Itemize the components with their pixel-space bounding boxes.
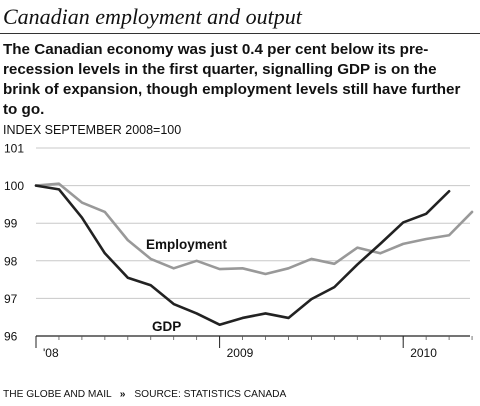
x-ticks: '08 2009 2010 (35, 336, 473, 360)
title-divider (0, 33, 480, 34)
footer-separator: » (119, 389, 126, 400)
y-tick-label-100: 100 (4, 179, 24, 193)
series-layer (34, 182, 474, 327)
series-label-employment: Employment (146, 237, 228, 252)
chart-subtitle: The Canadian economy was just 0.4 per ce… (3, 41, 461, 118)
y-tick-label-101: 101 (4, 142, 24, 156)
series-label-gdp: GDP (152, 319, 181, 334)
chart-footer: THE GLOBE AND MAIL » SOURCE: STATISTICS CA… (3, 388, 286, 402)
chart-title: Canadian employment and output (3, 4, 302, 29)
y-tick-labels: 96 97 98 99 100 101 (4, 142, 24, 344)
x-tick-label-1: 2009 (227, 346, 254, 360)
series-line-gdp (34, 184, 451, 327)
grid-layer (36, 147, 470, 337)
y-tick-label-98: 98 (4, 254, 18, 268)
x-tick-label-2: 2010 (410, 346, 437, 360)
y-tick-label-97: 97 (4, 292, 18, 306)
series-line-employment (34, 182, 474, 276)
x-tick-label-0: '08 (43, 346, 59, 360)
publisher-credit: THE GLOBE AND MAIL (3, 389, 112, 400)
y-tick-label-96: 96 (4, 330, 18, 344)
source-credit: SOURCE: STATISTICS CANADA (134, 389, 287, 400)
index-label: INDEX SEPTEMBER 2008=100 (3, 123, 182, 137)
y-tick-label-99: 99 (4, 217, 18, 231)
line-chart: 96 97 98 99 100 101 '08 2009 2010 Employment GD… (4, 142, 474, 360)
